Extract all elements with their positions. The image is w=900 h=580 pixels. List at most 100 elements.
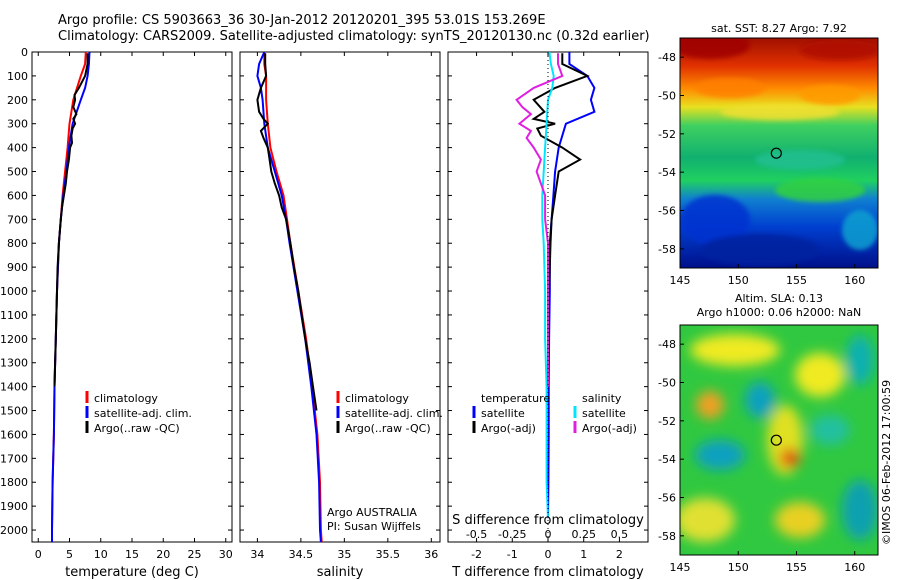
- sla-peak-patch: [780, 449, 800, 467]
- legend-label-t-satellite: satellite: [481, 407, 525, 420]
- series-line-s-argo-adj-: [515, 53, 564, 387]
- s-diff-tick-label: 0: [545, 528, 552, 541]
- sla-lon-tick-label: 145: [670, 561, 691, 574]
- sst-blue-patch: [700, 234, 820, 266]
- s-diff-tick-label: -0.5: [466, 528, 487, 541]
- sst-map-axes: 145 150 155 160 -48 -50 -52 -54 -56 -58: [658, 51, 865, 287]
- depth-tick-label: 700: [7, 213, 28, 226]
- legend-label-argo: Argo(..raw -QC): [345, 422, 431, 435]
- difference-lines: [515, 51, 596, 542]
- sst-lat-tick-label: -52: [658, 128, 676, 141]
- x-tick-label: -1: [507, 548, 518, 561]
- sla-high-patch: [680, 498, 735, 542]
- sla-lat-tick-label: -56: [658, 492, 676, 505]
- salinity-axes: [239, 51, 441, 543]
- depth-tick-label: 400: [7, 142, 28, 155]
- depth-tick-label: 200: [7, 94, 28, 107]
- difference-legend: temperature satellite Argo(-adj) salinit…: [472, 392, 637, 435]
- series-line-t-satellite: [547, 52, 596, 519]
- salinity-xlabel: salinity: [317, 565, 364, 580]
- x-tick-label: 36: [424, 548, 438, 561]
- sst-argo-location-marker: [770, 147, 782, 159]
- sst-blue-patch: [680, 195, 750, 245]
- temperature-legend: climatology satellite-adj. clim. Argo(..…: [85, 391, 192, 435]
- sst-map-title: sat. SST: 8.27 Argo: 7.92: [711, 22, 847, 35]
- legend-label-s-satellite: satellite: [582, 407, 626, 420]
- legend-label-s-argo: Argo(-adj): [582, 422, 637, 435]
- sst-lon-tick-label: 160: [844, 274, 865, 287]
- sla-map-title-line2: Argo h1000: 0.06 h2000: NaN: [697, 306, 862, 319]
- legend-label-argo: Argo(..raw -QC): [94, 422, 180, 435]
- difference-x-axis: -2 -1 0 1 2 -0.5 -0.25 0 0.25 0.5: [466, 52, 628, 561]
- depth-tick-label: 1700: [0, 452, 28, 465]
- x-tick-label: 20: [156, 548, 170, 561]
- depth-tick-label: 0: [21, 46, 28, 59]
- temperature-x-axis: 0 5 10 15 20 25 30: [35, 52, 233, 561]
- float-program: Argo AUSTRALIA: [327, 506, 417, 519]
- s-diff-tick-label: 0.25: [571, 528, 596, 541]
- depth-tick-label: 600: [7, 189, 28, 202]
- sla-high-patch: [795, 353, 845, 397]
- salinity-legend: climatology satellite-adj. clim. Argo(..…: [327, 391, 443, 533]
- sla-lat-tick-label: -50: [658, 377, 676, 390]
- figure-title-line1: Argo profile: CS 5903663_36 30-Jan-2012 …: [58, 13, 546, 28]
- sst-cyan-patch: [755, 150, 845, 170]
- x-tick-label: 35: [337, 548, 351, 561]
- sla-lon-tick-label: 160: [844, 561, 865, 574]
- sst-lat-tick-label: -54: [658, 166, 676, 179]
- x-tick-label: -2: [471, 548, 482, 561]
- sst-lon-tick-label: 150: [728, 274, 749, 287]
- sla-high-patch: [690, 334, 780, 366]
- x-tick-label: 30: [219, 548, 233, 561]
- sla-high-patch: [775, 502, 825, 538]
- sla-high-patch: [696, 391, 724, 419]
- legend-temperature-title: temperature: [481, 392, 550, 405]
- depth-tick-label: 1500: [0, 405, 28, 418]
- float-pi: PI: Susan Wijffels: [327, 520, 421, 533]
- x-tick-label: 25: [188, 548, 202, 561]
- temperature-axes: [31, 51, 233, 543]
- s-diff-tick-label: 0.5: [611, 528, 629, 541]
- legend-label-climatology: climatology: [94, 392, 158, 405]
- sst-lat-tick-label: -58: [658, 243, 676, 256]
- depth-tick-label: 1800: [0, 476, 28, 489]
- sst-lat-tick-label: -50: [658, 90, 676, 103]
- x-tick-label: 5: [66, 548, 73, 561]
- sst-orange-patch: [800, 85, 860, 105]
- sla-lat-tick-label: -48: [658, 338, 676, 351]
- x-tick-label: 2: [616, 548, 623, 561]
- x-tick-label: 15: [125, 548, 139, 561]
- s-diff-tick-label: -0.25: [498, 528, 526, 541]
- series-line-climatology: [263, 52, 323, 543]
- sst-cyan-patch: [842, 210, 878, 250]
- sst-warm-patch: [680, 38, 750, 59]
- x-tick-label: 1: [580, 548, 587, 561]
- sst-orange-patch: [695, 78, 765, 98]
- depth-tick-label: 2000: [0, 524, 28, 537]
- series-line-argo-raw-qc-: [53, 53, 89, 387]
- legend-label-satellite: satellite-adj. clim.: [94, 407, 192, 420]
- sla-low-patch: [745, 382, 775, 418]
- x-tick-label: 34: [250, 548, 264, 561]
- sla-map-axes: 145 150 155 160 -48 -50 -52 -54 -56 -58: [658, 338, 865, 574]
- legend-label-satellite: satellite-adj. clim.: [345, 407, 443, 420]
- series-line-s-satellite: [541, 51, 555, 519]
- x-tick-label: 0: [545, 548, 552, 561]
- temperature-lines: [51, 51, 91, 542]
- salinity-lines: [256, 51, 323, 543]
- depth-tick-label: 1100: [0, 309, 28, 322]
- sla-lat-tick-label: -54: [658, 453, 676, 466]
- x-tick-label: 35.5: [376, 548, 401, 561]
- sla-lat-tick-label: -58: [658, 530, 676, 543]
- series-line-satellite-adj-clim-: [256, 51, 322, 543]
- sst-yellow-patch: [720, 104, 840, 120]
- sst-lon-tick-label: 155: [786, 274, 807, 287]
- sst-lat-tick-label: -56: [658, 205, 676, 218]
- depth-tick-label: 300: [7, 118, 28, 131]
- depth-tick-label: 1000: [0, 285, 28, 298]
- legend-label-climatology: climatology: [345, 392, 409, 405]
- sst-map-frame: [679, 37, 879, 269]
- sla-map-title-line1: Altim. SLA: 0.13: [735, 292, 823, 305]
- difference-xlabel: T difference from climatology: [451, 565, 644, 580]
